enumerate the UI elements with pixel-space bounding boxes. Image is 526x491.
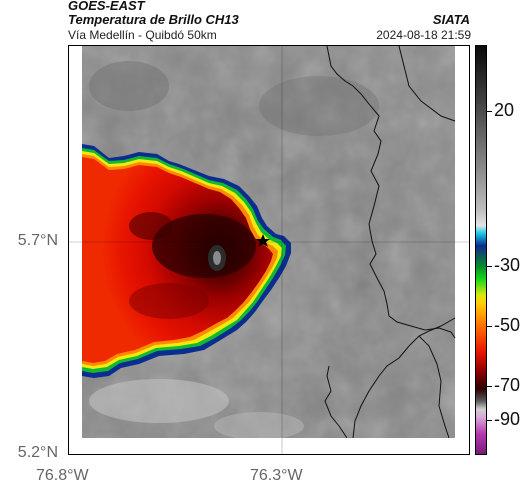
- storm-cell: [82, 144, 291, 378]
- source-label: SIATA: [432, 12, 470, 27]
- route-subtitle: Vía Medellín - Quibdó 50km: [68, 28, 217, 42]
- border-line: [326, 46, 456, 339]
- colorbar-tick: [487, 386, 492, 387]
- colorbar-label: -30: [494, 255, 521, 275]
- y-tick-label: 5.7°N: [17, 232, 58, 249]
- colorbar-label: 20: [494, 100, 515, 120]
- satellite-title: GOES-EAST: [68, 0, 145, 13]
- colorbar-tick: [487, 326, 492, 327]
- map-canvas: [69, 46, 469, 454]
- star-icon: [256, 234, 270, 247]
- colorbar-tick: [487, 111, 492, 112]
- colorbar-tick: [487, 420, 492, 421]
- colorbar-label: -70: [494, 375, 521, 395]
- product-title: Temperatura de Brillo CH13: [68, 12, 239, 27]
- x-tick-label: 76.8°W: [36, 467, 89, 484]
- y-tick-label: 5.2°N: [17, 444, 58, 461]
- colorbar-label: -90: [494, 409, 521, 429]
- x-tick-label: 76.3°W: [250, 467, 303, 484]
- map-plot: [68, 45, 470, 455]
- datetime-label: 2024-08-18 21:59: [376, 28, 471, 42]
- colorbar-label: -50: [494, 315, 521, 335]
- colorbar-tick: [487, 266, 492, 267]
- colorbar: [475, 45, 487, 455]
